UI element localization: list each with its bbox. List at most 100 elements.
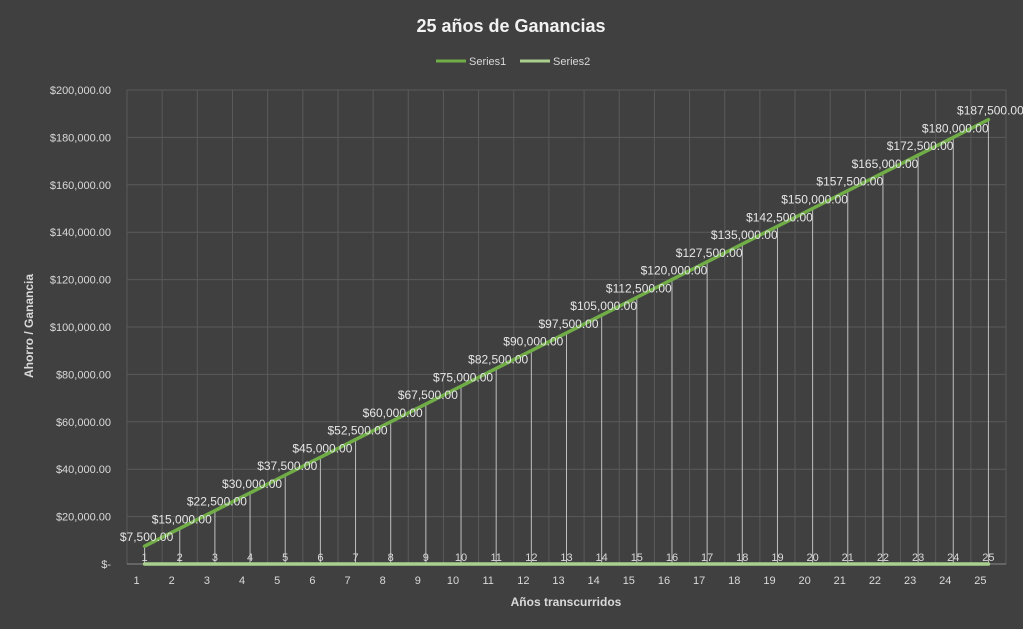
data-label: 24: [947, 552, 959, 564]
data-label: $180,000.00: [922, 121, 989, 135]
data-label: $105,000.00: [570, 299, 637, 313]
data-label: $157,500.00: [816, 175, 883, 189]
data-label: 7: [352, 552, 358, 564]
data-label: $82,500.00: [468, 352, 528, 366]
data-point: [775, 224, 779, 228]
data-point: [705, 260, 709, 264]
legend: Series1 Series2: [436, 56, 590, 68]
data-label: $75,000.00: [433, 370, 493, 384]
data-label: $120,000.00: [641, 264, 708, 278]
x-tick-label: 22: [869, 575, 881, 587]
chart-title: 25 años de Ganancias: [416, 16, 605, 36]
data-point: [318, 562, 322, 566]
x-tick-label: 1: [134, 575, 140, 587]
legend-label-series1: Series1: [469, 56, 506, 68]
data-point: [811, 207, 815, 210]
data-label: $135,000.00: [711, 228, 778, 242]
data-label: $165,000.00: [852, 157, 919, 171]
y-tick-label: $100,000.00: [50, 322, 111, 334]
data-label: 4: [247, 552, 253, 564]
data-label: 3: [212, 552, 218, 564]
y-axis: $- $20,000.00 $40,000.00 $60,000.00 $80,000.…: [50, 85, 112, 571]
data-label: $90,000.00: [503, 335, 563, 349]
data-label: 17: [701, 552, 713, 564]
data-point: [318, 455, 322, 459]
data-point: [811, 562, 815, 566]
data-label: 13: [560, 552, 572, 564]
x-tick-label: 8: [380, 575, 386, 587]
y-tick-label: $120,000.00: [50, 275, 111, 287]
data-point: [248, 562, 252, 566]
x-tick-label: 7: [344, 575, 350, 587]
x-tick-label: 10: [447, 575, 459, 587]
x-tick-label: 15: [623, 575, 635, 587]
x-tick-label: 5: [274, 575, 280, 587]
data-label: 5: [282, 552, 288, 564]
data-point: [881, 562, 885, 566]
y-tick-label: $180,000.00: [50, 132, 111, 144]
x-tick-label: 19: [763, 575, 775, 587]
data-point: [494, 366, 498, 370]
data-label: 20: [806, 552, 818, 564]
x-tick-label: 17: [693, 575, 705, 587]
y-tick-label: $40,000.00: [56, 464, 111, 476]
data-label: $45,000.00: [292, 441, 352, 455]
data-label: $150,000.00: [781, 193, 848, 207]
x-tick-label: 24: [939, 575, 951, 587]
data-point: [143, 562, 147, 566]
data-point: [283, 473, 287, 477]
data-point: [354, 562, 358, 566]
x-tick-label: 4: [239, 575, 245, 587]
data-point: [213, 509, 217, 513]
data-point: [740, 242, 744, 246]
data-label: 14: [596, 552, 608, 564]
data-point: [635, 562, 639, 566]
data-point: [178, 526, 182, 530]
data-point: [389, 562, 393, 566]
x-tick-label: 16: [658, 575, 670, 587]
data-point: [705, 562, 709, 566]
data-label: 9: [423, 552, 429, 564]
data-label: $52,500.00: [328, 424, 388, 438]
data-label: 2: [177, 552, 183, 564]
data-point: [459, 562, 463, 566]
x-tick-label: 25: [974, 575, 986, 587]
data-label: $112,500.00: [606, 281, 672, 295]
data-label: $172,500.00: [887, 139, 954, 153]
y-tick-label: $-: [101, 559, 111, 571]
data-label: $30,000.00: [222, 477, 282, 491]
data-point: [143, 544, 147, 548]
data-label: 1: [142, 552, 148, 564]
data-label: 22: [877, 552, 889, 564]
data-point: [740, 562, 744, 566]
x-tick-label: 6: [309, 575, 315, 587]
data-label: $37,500.00: [257, 459, 317, 473]
data-point: [529, 562, 533, 566]
data-point: [424, 562, 428, 566]
series: [142, 117, 991, 566]
data-point: [916, 562, 920, 566]
data-point: [846, 562, 850, 566]
data-point: [670, 278, 674, 282]
x-tick-label: 12: [517, 575, 529, 587]
x-tick-label: 11: [482, 575, 493, 587]
data-point: [389, 420, 393, 424]
x-axis-title: Años transcurridos: [511, 595, 622, 609]
data-point: [916, 153, 920, 157]
x-tick-label: 13: [552, 575, 564, 587]
data-point: [600, 313, 604, 317]
data-label: $187,500.00: [957, 104, 1023, 118]
data-point: [600, 562, 604, 566]
data-label: $15,000.00: [152, 512, 212, 526]
data-label: $7,500.00: [120, 530, 174, 544]
y-axis-title: Ahorro / Ganancia: [22, 274, 36, 378]
x-tick-label: 2: [169, 575, 175, 587]
data-label: 6: [317, 552, 323, 564]
data-label: $60,000.00: [363, 406, 423, 420]
gridlines: [126, 89, 1007, 565]
data-label: $67,500.00: [398, 388, 458, 402]
data-label: 23: [912, 552, 924, 564]
x-tick-label: 20: [798, 575, 810, 587]
y-tick-label: $20,000.00: [56, 512, 111, 524]
